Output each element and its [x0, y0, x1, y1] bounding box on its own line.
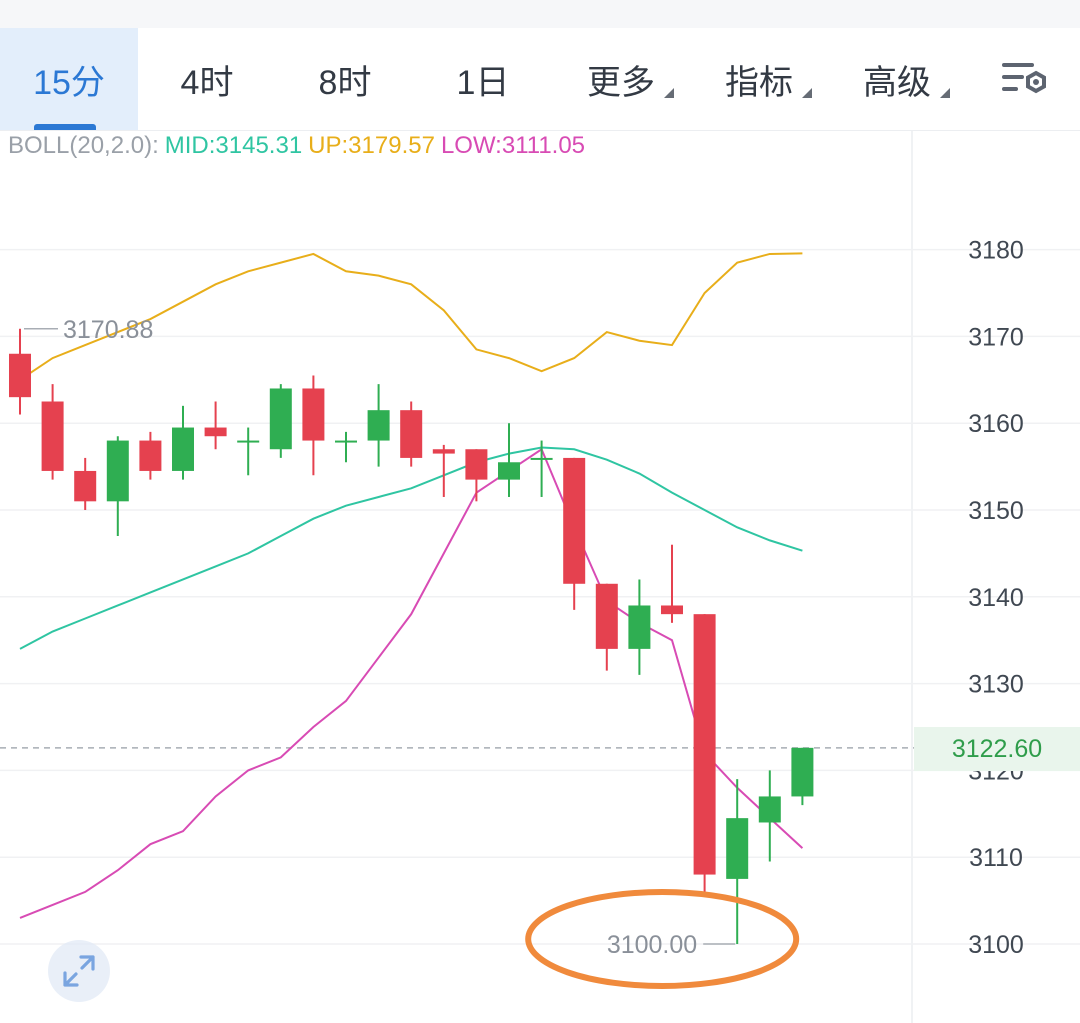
candle: [204, 401, 227, 450]
expand-chart-button[interactable]: [48, 940, 110, 1002]
candle: [563, 457, 586, 610]
candle: [791, 747, 814, 806]
tab-label: 指标: [725, 63, 793, 102]
y-tick-label: 3110: [969, 844, 1023, 872]
current-price-tag: 3122.60: [914, 727, 1080, 771]
candle: [726, 779, 749, 944]
candle: [237, 427, 260, 476]
candle: [302, 375, 325, 476]
candle: [9, 328, 31, 415]
candle-body: [595, 583, 618, 649]
highlight-circle: [525, 889, 800, 989]
candle-body: [758, 796, 781, 823]
tab-label: 1日: [456, 63, 510, 102]
candle-body: [661, 605, 683, 615]
tab-1d[interactable]: 1日: [414, 28, 552, 130]
low-annotation-label: 3100.00: [607, 931, 697, 959]
candle: [758, 770, 781, 862]
candle: [106, 436, 129, 537]
tab-label: 更多: [587, 63, 655, 102]
tab-label: 15分: [33, 63, 105, 102]
candle: [465, 449, 488, 502]
candle: [595, 583, 618, 671]
y-tick-label: 3100: [968, 931, 1024, 959]
candle: [498, 423, 520, 497]
candle-body: [726, 818, 749, 879]
boll-up-value: UP:3179.57: [308, 132, 435, 159]
boll-mid-value: MID:3145.31: [164, 132, 303, 159]
boll-indicator-legend: BOLL(20,2.0): MID:3145.31 UP:3179.57 LOW:31…: [8, 132, 591, 160]
candle-body: [563, 457, 586, 584]
current-price-value: 3122.60: [951, 734, 1043, 763]
boll-indicator-name: BOLL(20,2.0):: [8, 132, 159, 159]
candle-body: [41, 401, 64, 471]
tab-4h[interactable]: 4时: [138, 28, 276, 130]
expand-arrows-icon: [63, 955, 95, 987]
chart-settings-button[interactable]: [990, 28, 1060, 130]
high-annotation-label: 3170.88: [63, 316, 153, 344]
candle: [661, 544, 683, 623]
candle: [41, 384, 64, 480]
boll-low-line: [19, 447, 804, 919]
candle: [139, 431, 162, 480]
candle-body: [367, 410, 390, 441]
y-tick-label: 3160: [968, 410, 1024, 438]
candle: [693, 614, 716, 892]
boll-up-line: [19, 252, 803, 381]
candle-body: [172, 427, 194, 471]
tab-label: 8时: [318, 63, 372, 102]
tab-8h[interactable]: 8时: [276, 28, 414, 130]
y-tick-label: 3180: [968, 237, 1024, 265]
candle-body: [791, 747, 814, 797]
tab-label: 高级: [863, 63, 931, 102]
candle: [367, 384, 390, 467]
candle-body: [269, 388, 292, 450]
y-tick-label: 3140: [968, 584, 1024, 612]
candle-body: [498, 462, 520, 480]
candle-body: [628, 605, 651, 649]
top-strip: [0, 0, 1080, 28]
candle: [172, 405, 194, 480]
period-tab-bar: 15分 4时 8时 1日 更多 指标 高级: [0, 28, 1080, 131]
tab-more-dropdown[interactable]: 更多: [552, 28, 690, 130]
candle-body: [400, 410, 423, 458]
candle-body: [335, 440, 357, 443]
candle: [432, 444, 455, 497]
boll-low-value: LOW:3111.05: [440, 132, 586, 159]
y-tick-label: 3130: [968, 671, 1024, 699]
candle-body: [302, 388, 325, 441]
candle-body: [237, 440, 260, 443]
candle-body: [106, 440, 129, 502]
y-tick-label: 3170: [968, 323, 1024, 351]
candle-body: [9, 353, 31, 398]
chart-settings-icon: [1002, 63, 1046, 94]
candle-body: [74, 470, 97, 502]
candle: [530, 440, 553, 497]
tab-indicators-dropdown[interactable]: 指标: [690, 28, 828, 130]
candle: [335, 431, 357, 463]
candle: [628, 579, 651, 675]
tab-15m[interactable]: 15分: [0, 28, 138, 130]
candle-body: [530, 457, 553, 460]
candlestick-chart[interactable]: 3100311031203130314031503160317031803170…: [0, 130, 1080, 1023]
candle-body: [465, 449, 488, 480]
dropdown-caret-icon: [802, 88, 812, 98]
candle: [400, 401, 423, 467]
candle: [74, 457, 97, 510]
candle: [269, 384, 292, 458]
candle-body: [139, 440, 162, 471]
active-tab-indicator: [34, 124, 96, 130]
tab-label: 4时: [180, 63, 234, 102]
tab-advanced-dropdown[interactable]: 高级: [828, 28, 966, 130]
candle-body: [432, 449, 455, 454]
candle-body: [693, 614, 716, 875]
dropdown-caret-icon: [664, 88, 674, 98]
y-tick-label: 3150: [968, 497, 1024, 525]
candle-body: [204, 427, 227, 437]
dropdown-caret-icon: [940, 88, 950, 98]
boll-mid-line: [19, 446, 803, 650]
